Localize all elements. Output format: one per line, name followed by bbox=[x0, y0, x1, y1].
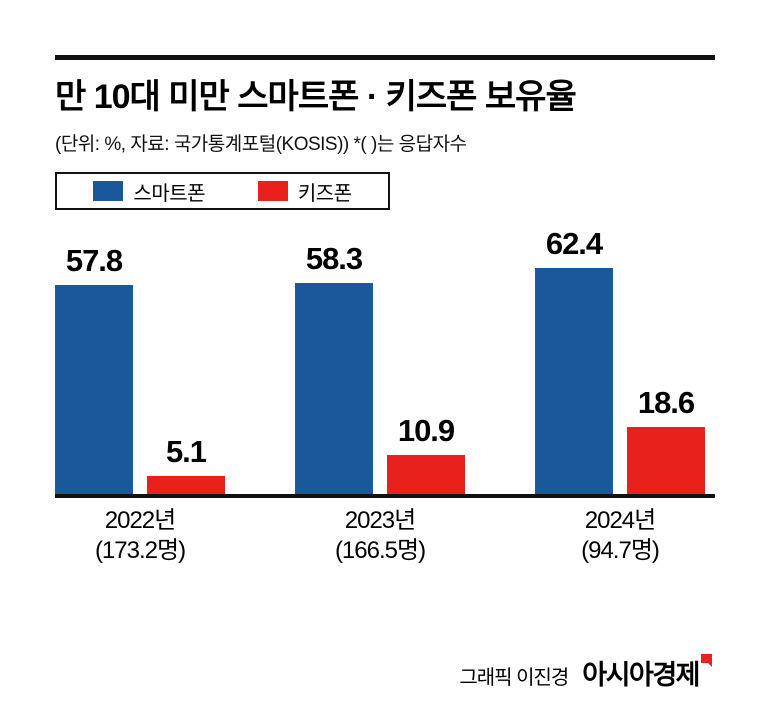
chart-title: 만 10대 미만 스마트폰 · 키즈폰 보유율 bbox=[55, 78, 577, 116]
x-label-count-2022: (173.2명) bbox=[94, 537, 186, 565]
bar-smartphone-2022 bbox=[55, 285, 133, 495]
x-label-year-2023: 2023년 bbox=[344, 507, 416, 535]
x-axis-labels: 2022년 (173.2명) 2023년 (166.5명) 2024년 (94.… bbox=[55, 498, 715, 566]
x-label-count-2024: (94.7명) bbox=[581, 537, 660, 565]
legend-label-smartphone: 스마트폰 bbox=[133, 182, 206, 205]
x-label-2024: 2024년 (94.7명) bbox=[535, 506, 705, 566]
bar-kidsphone-2023 bbox=[387, 455, 465, 495]
legend: 스마트폰 키즈폰 bbox=[55, 172, 390, 211]
bar-chart: 57.8 5.1 58.3 10.9 bbox=[55, 216, 715, 566]
bar-kidsphone-2024 bbox=[627, 427, 705, 495]
brand-logo-text: 아시아경제 bbox=[582, 660, 700, 690]
chart-subtitle: (단위: %, 자료: 국가통계포털(KOSIS)) *( )는 응답자수 bbox=[55, 134, 467, 156]
bar-value-kidsphone-2023: 10.9 bbox=[397, 413, 455, 449]
bar-col-smartphone-2024: 62.4 bbox=[535, 226, 613, 495]
bar-col-kidsphone-2022: 5.1 bbox=[147, 434, 225, 495]
bar-value-smartphone-2023: 58.3 bbox=[305, 241, 363, 277]
legend-item-smartphone: 스마트폰 bbox=[93, 177, 206, 206]
legend-label-kidsphone: 키즈폰 bbox=[297, 182, 352, 205]
bar-value-smartphone-2024: 62.4 bbox=[545, 226, 603, 262]
bar-kidsphone-2022 bbox=[147, 476, 225, 495]
footer-credits: 그래픽 이진경 아시아경제 bbox=[459, 653, 712, 692]
bar-col-smartphone-2023: 58.3 bbox=[295, 241, 373, 495]
legend-swatch-smartphone bbox=[93, 181, 124, 202]
x-label-count-2023: (166.5명) bbox=[334, 537, 426, 565]
chart-plot-area: 57.8 5.1 58.3 10.9 bbox=[55, 216, 715, 499]
legend-swatch-kidsphone bbox=[257, 181, 288, 202]
bar-smartphone-2024 bbox=[535, 268, 613, 495]
bar-group-2023: 58.3 10.9 bbox=[295, 241, 465, 495]
legend-item-kidsphone: 키즈폰 bbox=[257, 177, 352, 206]
bar-smartphone-2023 bbox=[295, 283, 373, 495]
bar-col-kidsphone-2024: 18.6 bbox=[627, 385, 705, 495]
x-label-year-2022: 2022년 bbox=[104, 507, 176, 535]
infographic-page: 만 10대 미만 스마트폰 · 키즈폰 보유율 (단위: %, 자료: 국가통계… bbox=[0, 55, 770, 690]
x-label-2022: 2022년 (173.2명) bbox=[55, 506, 225, 566]
bar-value-kidsphone-2024: 18.6 bbox=[637, 385, 695, 421]
bar-group-2022: 57.8 5.1 bbox=[55, 243, 225, 495]
bar-value-kidsphone-2022: 5.1 bbox=[165, 434, 207, 470]
bar-col-smartphone-2022: 57.8 bbox=[55, 243, 133, 495]
bar-group-2024: 62.4 18.6 bbox=[535, 226, 705, 495]
brand-flag-icon bbox=[701, 654, 712, 667]
brand-wrap: 아시아경제 bbox=[582, 653, 712, 692]
bar-value-smartphone-2022: 57.8 bbox=[65, 243, 123, 279]
bar-col-kidsphone-2023: 10.9 bbox=[387, 413, 465, 495]
graphic-credit: 그래픽 이진경 bbox=[459, 667, 569, 689]
x-label-year-2024: 2024년 bbox=[584, 507, 656, 535]
top-divider bbox=[55, 55, 715, 60]
x-label-2023: 2023년 (166.5명) bbox=[295, 506, 465, 566]
